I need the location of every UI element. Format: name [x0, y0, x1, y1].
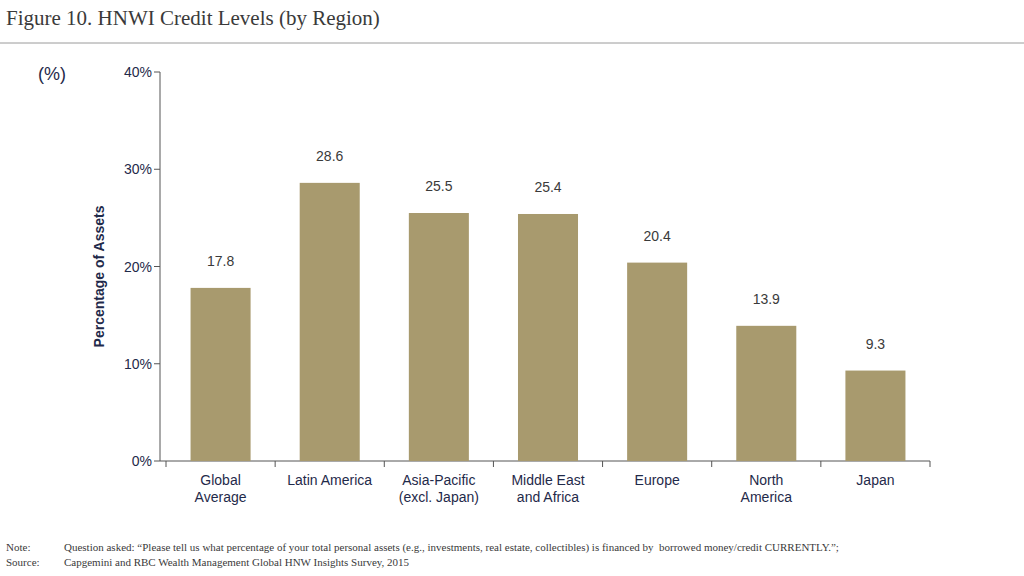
- bars: [191, 183, 906, 461]
- data-label: 9.3: [866, 336, 886, 352]
- category-label-line: America: [741, 489, 793, 505]
- y-tick-label: 20%: [124, 259, 152, 275]
- data-labels: 17.8 28.6 25.5 25.4 20.4 13.9 9.3: [207, 148, 885, 352]
- category-label-line: (excl. Japan): [399, 489, 479, 505]
- y-tick: [154, 169, 160, 170]
- x-boundary-tick: [820, 461, 821, 467]
- bar: [409, 213, 469, 461]
- bar: [300, 183, 360, 461]
- category-label-line: and Africa: [517, 489, 579, 505]
- y-axis-label: Percentage of Assets: [91, 205, 107, 347]
- note-label: Source:: [6, 556, 40, 568]
- category-labels: GlobalAverage Latin America Asia-Pacific(e…: [195, 472, 895, 505]
- bar: [845, 371, 905, 461]
- bar: [518, 214, 578, 461]
- bar: [627, 263, 687, 461]
- y-tick: [154, 266, 160, 267]
- category-label: Asia-Pacific(excl. Japan): [399, 472, 479, 505]
- category-label: Latin America: [287, 472, 372, 488]
- category-label: Middle Eastand Africa: [511, 472, 584, 505]
- data-label: 20.4: [644, 228, 671, 244]
- note-text: Capgemini and RBC Wealth Management Glob…: [64, 556, 410, 568]
- title: Figure 10. HNWI Credit Levels (by Region…: [6, 6, 380, 30]
- category-label-line: North: [749, 472, 783, 488]
- note-text: Question asked: “Please tell us what per…: [64, 541, 839, 554]
- category-label-line: Middle East: [511, 472, 584, 488]
- category-label-line: Asia-Pacific: [402, 472, 475, 488]
- y-tick-label: 0%: [132, 453, 152, 469]
- unit-annotation: (%): [38, 64, 66, 84]
- chart-root: Figure 10. HNWI Credit Levels (by Region…: [0, 0, 1024, 576]
- category-label-line: Latin America: [287, 472, 372, 488]
- data-label: 28.6: [316, 148, 343, 164]
- note-label: Note:: [6, 541, 30, 553]
- x-boundary-tick: [930, 461, 931, 467]
- x-boundary-tick: [493, 461, 494, 467]
- chart-svg: Figure 10. HNWI Credit Levels (by Region…: [0, 0, 1024, 576]
- y-tick-label: 30%: [124, 161, 152, 177]
- category-label: Japan: [856, 472, 894, 488]
- category-label: GlobalAverage: [195, 472, 247, 505]
- category-label-line: Europe: [635, 472, 680, 488]
- category-label-line: Average: [195, 489, 247, 505]
- x-boundary-tick: [602, 461, 603, 467]
- category-label: Europe: [635, 472, 680, 488]
- data-label: 25.4: [534, 179, 561, 195]
- title-rule: [0, 43, 1024, 44]
- category-label-line: Japan: [856, 472, 894, 488]
- category-label-line: Global: [200, 472, 240, 488]
- bar: [191, 288, 251, 461]
- data-label: 17.8: [207, 253, 234, 269]
- x-boundary-tick: [384, 461, 385, 467]
- y-tick: [154, 461, 160, 462]
- x-boundary-tick: [166, 461, 167, 467]
- y-tick-label: 40%: [124, 64, 152, 80]
- data-label: 25.5: [425, 178, 452, 194]
- y-tick: [154, 72, 160, 73]
- y-tick-label: 10%: [124, 356, 152, 372]
- bar: [736, 326, 796, 461]
- data-label: 13.9: [753, 291, 780, 307]
- category-label: NorthAmerica: [741, 472, 793, 505]
- x-boundary-tick: [275, 461, 276, 467]
- x-boundary-tick: [711, 461, 712, 467]
- y-tick: [154, 363, 160, 364]
